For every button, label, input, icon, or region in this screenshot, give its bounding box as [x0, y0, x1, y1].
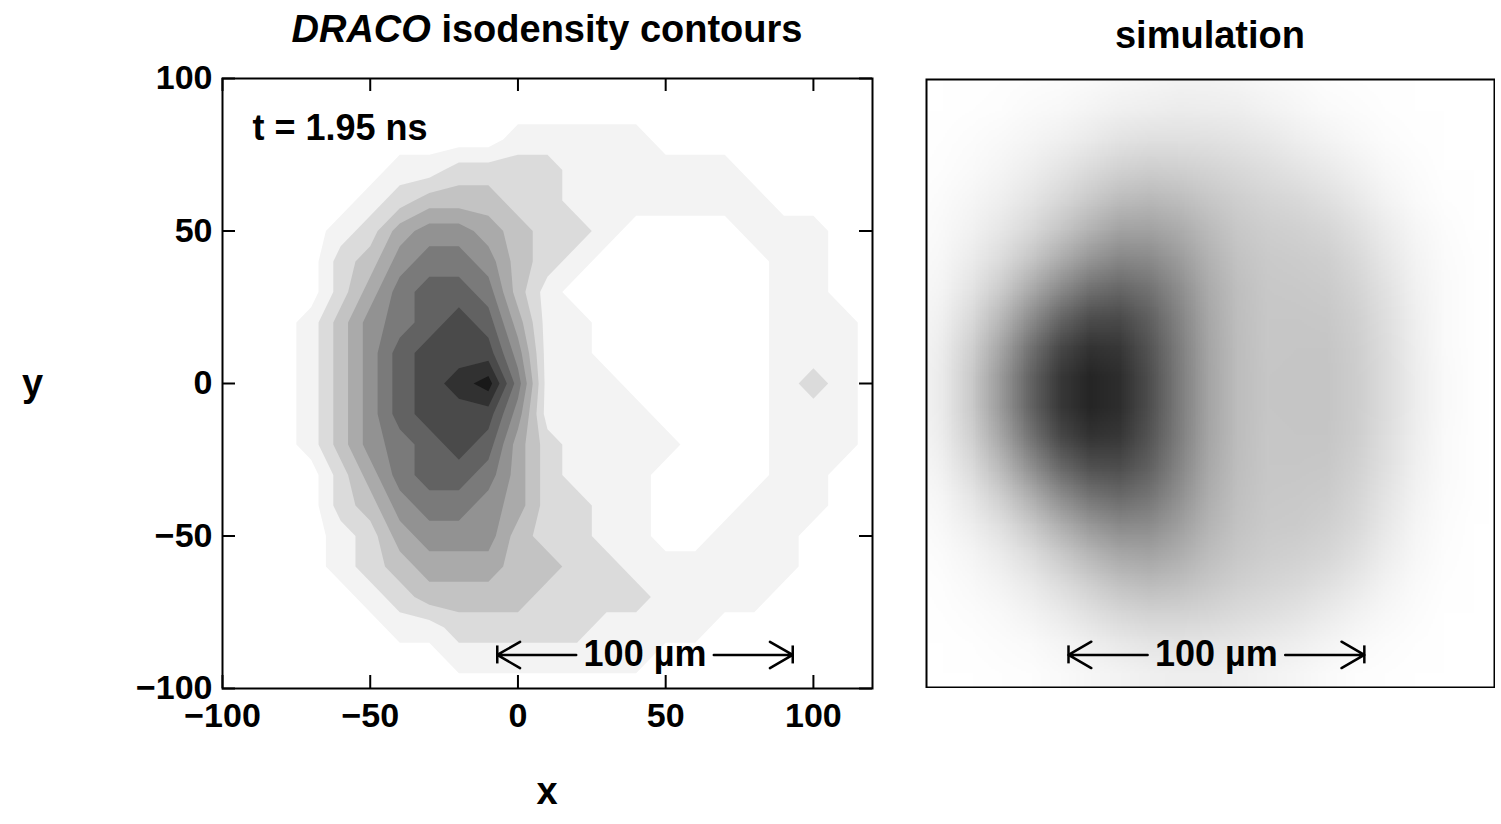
svg-text:100 µm: 100 µm — [1155, 633, 1278, 674]
svg-text:−50: −50 — [155, 516, 213, 554]
svg-text:100: 100 — [156, 58, 213, 96]
svg-text:0: 0 — [194, 363, 213, 401]
svg-text:−100: −100 — [136, 668, 213, 706]
html-text:DRACO isodensity contours: DRACO isodensity contours — [291, 8, 803, 50]
svg-text:100 µm: 100 µm — [584, 633, 707, 674]
html-text:x: x — [536, 770, 558, 812]
html-text:simulation: simulation — [1115, 14, 1305, 56]
svg-text:0: 0 — [508, 696, 527, 734]
svg-text:50: 50 — [175, 211, 213, 249]
svg-text:100: 100 — [785, 696, 842, 734]
svg-text:−50: −50 — [341, 696, 399, 734]
html-text:y: y — [22, 362, 44, 404]
svg-text:t = 1.95 ns: t = 1.95 ns — [253, 107, 428, 148]
svg-text:50: 50 — [647, 696, 685, 734]
svg-text:−100: −100 — [184, 695, 261, 734]
